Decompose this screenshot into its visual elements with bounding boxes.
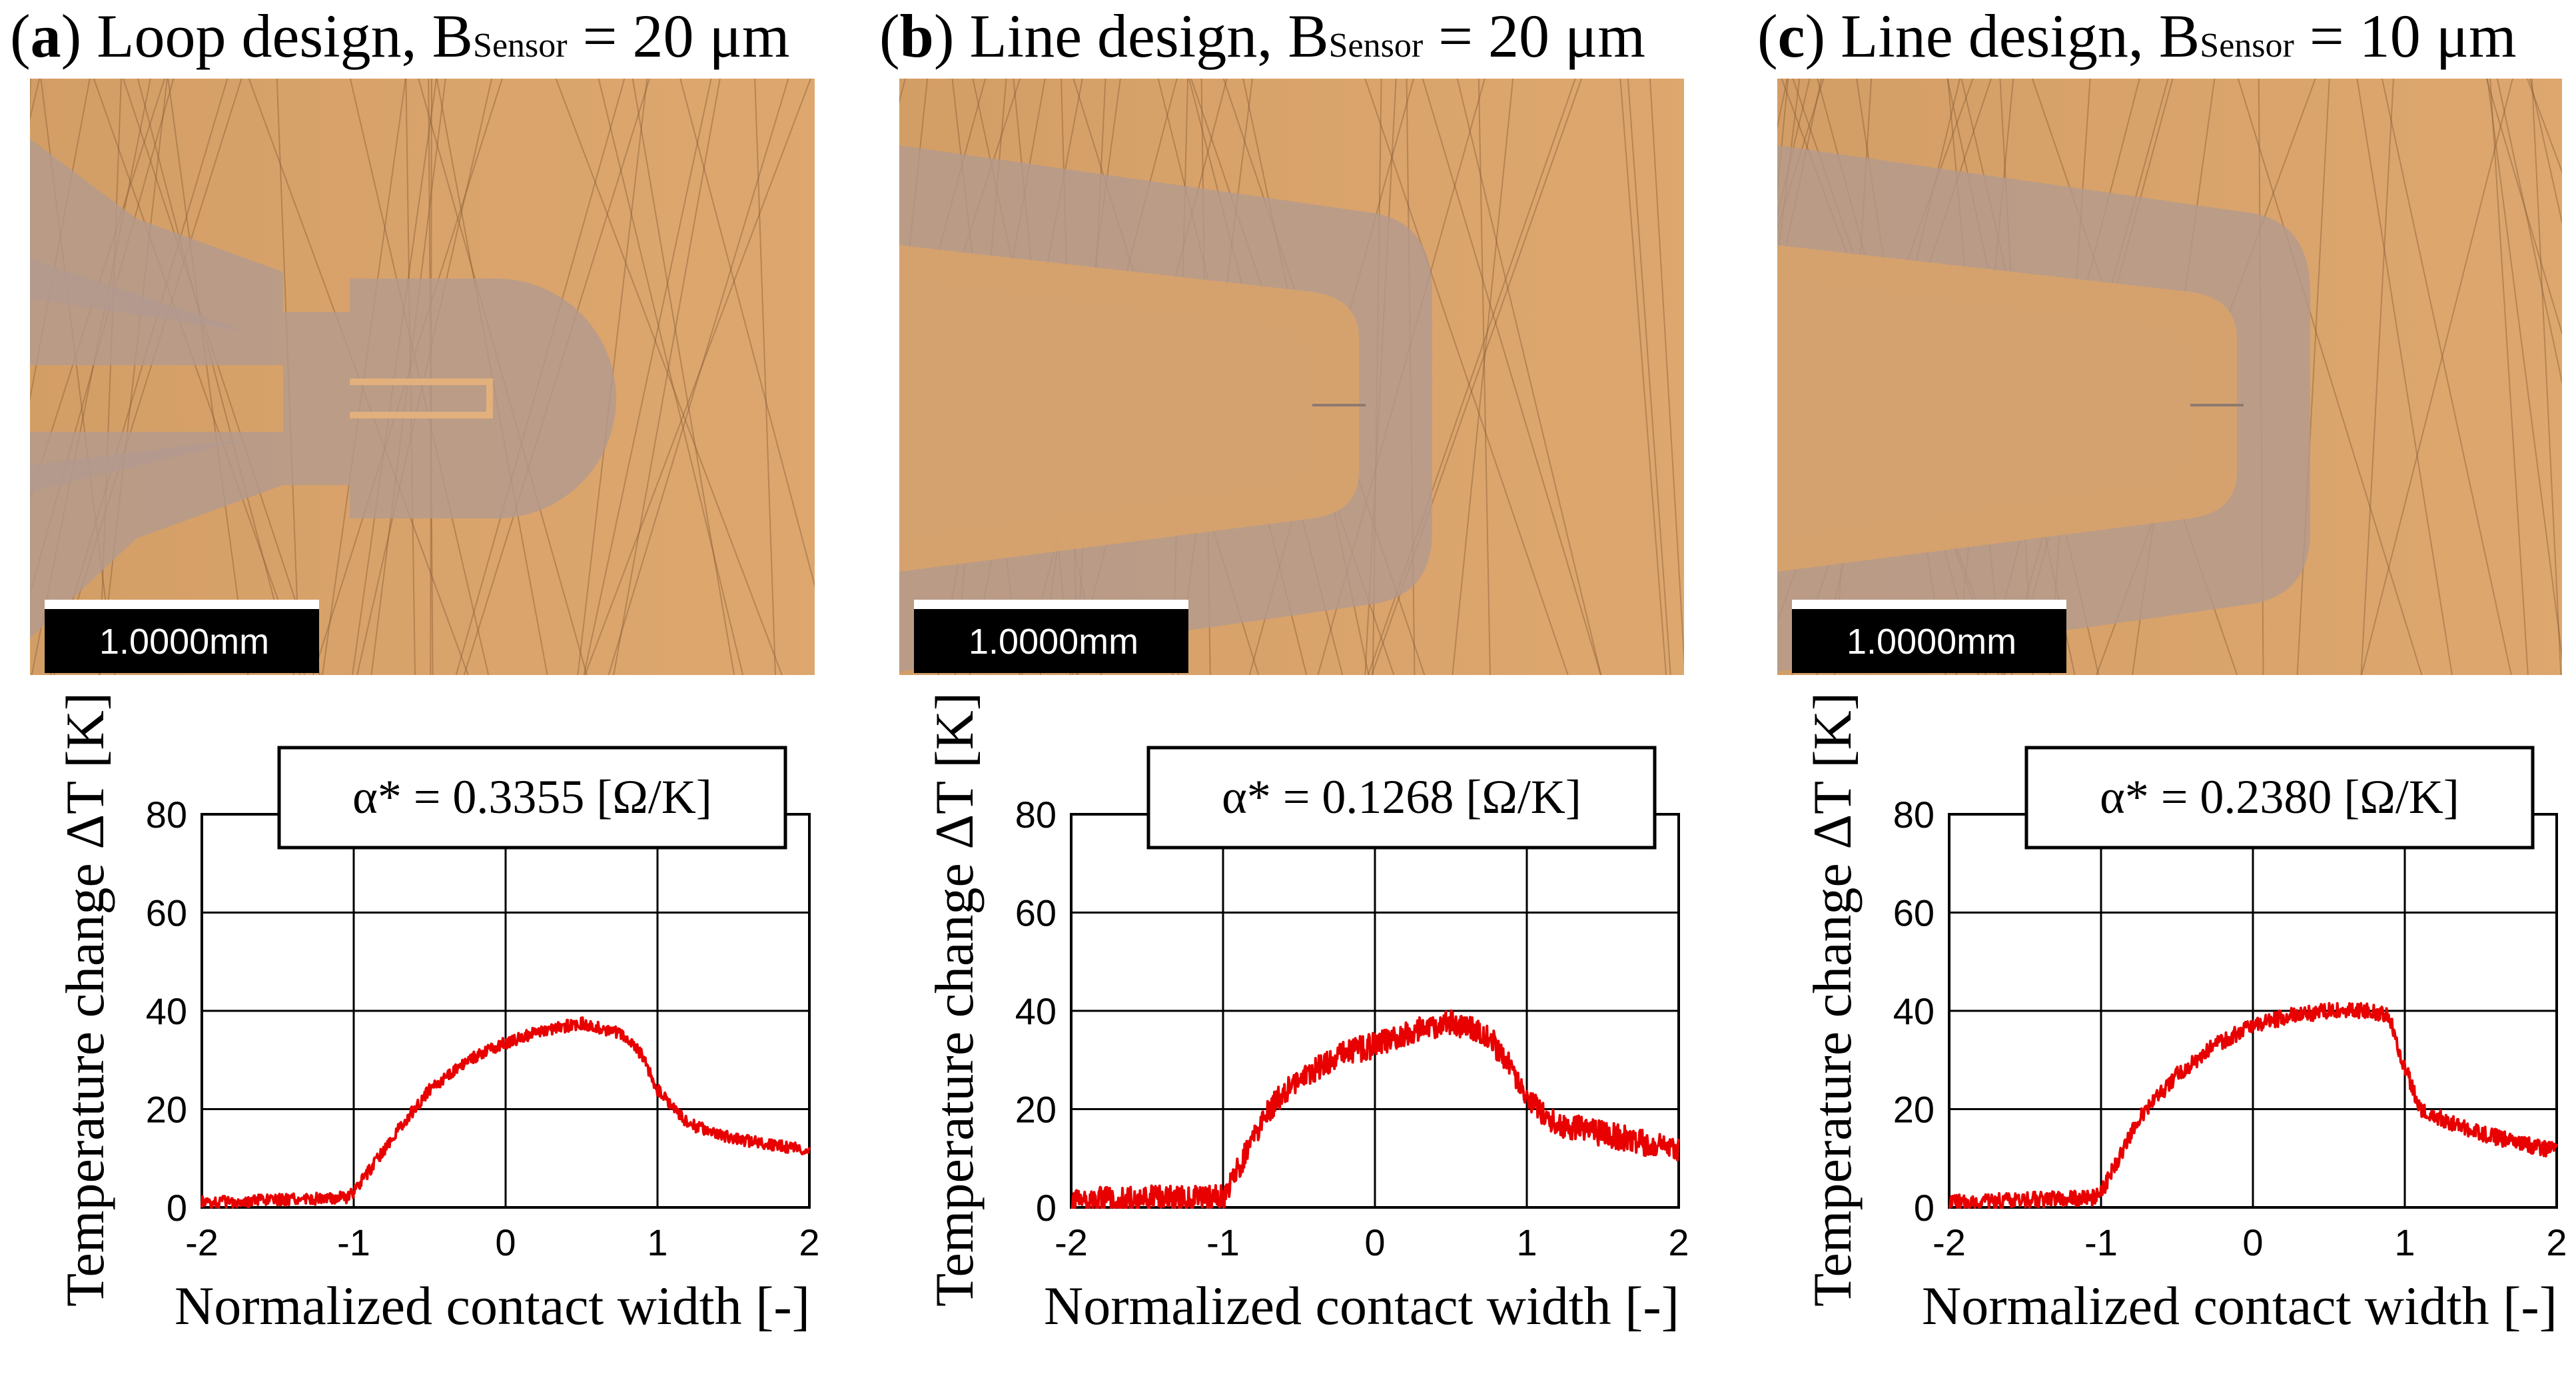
x-axis-label: Normalized contact width [-] (1922, 1275, 2557, 1336)
y-tick-label: 80 (1015, 794, 1057, 836)
x-tick-label: 2 (2546, 1221, 2567, 1263)
y-tick-label: 40 (146, 990, 187, 1032)
micrograph-photo: 1.0000mm (30, 79, 815, 675)
sensor-subscript: Sensor (473, 27, 568, 65)
micrograph-photo: 1.0000mm (899, 79, 1684, 675)
panel-title: (c) Line design, BSensor = 10 μm (1757, 2, 2517, 70)
x-tick-label: -1 (337, 1221, 370, 1263)
design-label: Line design, B (1841, 2, 2200, 70)
x-tick-label: 2 (799, 1221, 819, 1263)
sensor-width: = 10 μm (2294, 2, 2517, 70)
x-tick-label: -2 (1932, 1221, 1966, 1263)
series-line (1071, 1009, 1680, 1209)
y-tick-label: 0 (1914, 1187, 1934, 1229)
temperature-chart: 0 20 40 60 80 -2 -1 0 1 2 α* = 0.3355 [Ω/K] Tempera… (3, 686, 863, 1376)
y-tick-label: 60 (1893, 892, 1934, 934)
scale-bar-label: 1.0000mm (969, 622, 1139, 662)
panel-title: (b) Line design, BSensor = 20 μm (879, 2, 1645, 70)
design-label: Loop design, B (97, 2, 474, 70)
y-axis-label: Temperature change ΔT [K] (924, 692, 985, 1307)
x-tick-label: 0 (1364, 1221, 1385, 1263)
y-tick-label: 80 (1893, 794, 1934, 836)
x-tick-label: -2 (1055, 1221, 1088, 1263)
sensor-width: = 20 μm (1423, 2, 1645, 70)
x-axis-label: Normalized contact width [-] (1044, 1275, 1679, 1336)
panel-c: (c) Line design, BSensor = 10 μm 1.0000mm… (1751, 0, 2576, 1373)
sensor-loop-trace (350, 378, 493, 418)
x-tick-label: 1 (647, 1221, 667, 1263)
x-axis-label: Normalized contact width [-] (175, 1275, 810, 1336)
y-tick-label: 60 (146, 892, 187, 934)
grid (202, 813, 809, 1207)
y-tick-label: 0 (167, 1187, 187, 1229)
micrograph-photo: 1.0000mm (1777, 79, 2562, 675)
sensor-subscript: Sensor (2200, 27, 2294, 65)
sensor-coating (30, 139, 616, 638)
scale-bar-label: 1.0000mm (1847, 622, 2017, 662)
sensor-width: = 20 μm (567, 2, 790, 70)
alpha-label: α* = 0.2380 [Ω/K] (2100, 770, 2459, 824)
panel-letter: c (1777, 2, 1805, 70)
alpha-label: α* = 0.3355 [Ω/K] (352, 770, 712, 824)
panel-b: (b) Line design, BSensor = 20 μm 1.0000mm… (873, 0, 1739, 1373)
panel-letter: b (899, 2, 934, 70)
alpha-label: α* = 0.1268 [Ω/K] (1222, 770, 1581, 824)
temperature-chart: 0 20 40 60 80 -2 -1 0 1 2 α* = 0.1268 [Ω/K] Tempera… (873, 686, 1732, 1376)
y-tick-label: 60 (1015, 892, 1057, 934)
alpha-box (2024, 746, 2535, 850)
panel-title: (a) Loop design, BSensor = 20 μm (10, 2, 790, 70)
grid (1949, 813, 2557, 1207)
scale-bar-label: 1.0000mm (99, 622, 270, 662)
panel-a: (a) Loop design, BSensor = 20 μm 1.0000mm… (3, 0, 869, 1373)
y-tick-label: 0 (1036, 1187, 1057, 1229)
y-tick-label: 20 (1015, 1089, 1057, 1131)
x-tick-label: -1 (1206, 1221, 1240, 1263)
grid (1071, 813, 1679, 1207)
y-axis-label: Temperature change ΔT [K] (1802, 692, 1863, 1307)
sensor-subscript: Sensor (1328, 27, 1424, 65)
series-line (201, 1016, 811, 1209)
x-tick-label: -2 (185, 1221, 218, 1263)
x-tick-label: 0 (495, 1221, 516, 1263)
y-tick-label: 20 (1893, 1089, 1934, 1131)
temperature-chart: 0 20 40 60 80 -2 -1 0 1 2 α* = 0.2380 [Ω/K] Tempera… (1751, 686, 2576, 1376)
x-tick-label: 0 (2242, 1221, 2263, 1263)
design-label: Line design, B (969, 2, 1329, 70)
scale-bar: 1.0000mm (45, 600, 319, 673)
y-tick-label: 20 (146, 1089, 187, 1131)
x-tick-label: 1 (1516, 1221, 1537, 1263)
alpha-box (1146, 746, 1657, 850)
alpha-box (277, 746, 787, 850)
panel-letter: a (30, 2, 61, 70)
y-tick-label: 40 (1015, 990, 1057, 1032)
series-line (1948, 1002, 2558, 1209)
x-tick-label: -1 (2084, 1221, 2118, 1263)
y-tick-label: 40 (1893, 990, 1934, 1032)
scale-bar: 1.0000mm (914, 600, 1188, 673)
x-tick-label: 2 (1668, 1221, 1689, 1263)
y-axis-label: Temperature change ΔT [K] (55, 692, 115, 1307)
scale-bar: 1.0000mm (1792, 600, 2066, 673)
y-tick-label: 80 (146, 794, 187, 836)
x-tick-label: 1 (2394, 1221, 2415, 1263)
